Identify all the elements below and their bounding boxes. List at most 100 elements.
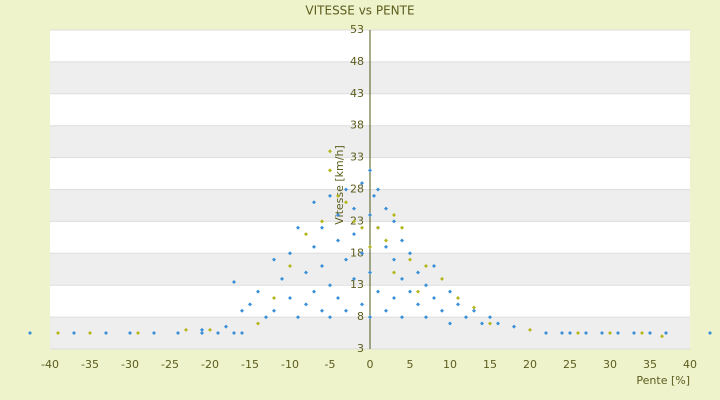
- data-point: [708, 331, 712, 336]
- data-point: [208, 327, 212, 332]
- data-point: [408, 289, 412, 294]
- data-point: [584, 331, 588, 336]
- data-point: [472, 305, 476, 310]
- data-point: [312, 289, 316, 294]
- data-point: [432, 295, 436, 300]
- data-point: [256, 289, 260, 294]
- data-point: [384, 238, 388, 243]
- x-axis-label: Pente [%]: [636, 374, 690, 387]
- data-point: [568, 331, 572, 336]
- data-point: [544, 331, 548, 336]
- data-point: [360, 302, 364, 307]
- data-point: [128, 331, 132, 336]
- data-point: [616, 331, 620, 336]
- data-point: [344, 187, 348, 192]
- x-tick-label: -15: [241, 358, 259, 371]
- data-point: [336, 193, 340, 198]
- x-tick-label: -10: [281, 358, 299, 371]
- data-point: [440, 276, 444, 281]
- y-tick-label: 13: [350, 278, 364, 291]
- data-point: [448, 321, 452, 326]
- data-point: [272, 295, 276, 300]
- data-point: [576, 331, 580, 336]
- y-tick-label: 8: [357, 310, 364, 323]
- data-point: [296, 225, 300, 230]
- data-point: [304, 270, 308, 275]
- data-point: [152, 331, 156, 336]
- data-point: [368, 244, 372, 249]
- x-tick-label: 5: [407, 358, 414, 371]
- data-point: [448, 289, 452, 294]
- data-point: [560, 331, 564, 336]
- data-point: [400, 276, 404, 281]
- data-point: [232, 331, 236, 336]
- y-tick-label: 3: [357, 342, 364, 355]
- chart-title: VITESSE vs PENTE: [305, 4, 414, 18]
- y-tick-label: 28: [350, 183, 364, 196]
- data-point: [368, 315, 372, 320]
- data-point: [408, 251, 412, 256]
- data-point: [480, 321, 484, 326]
- data-point: [424, 315, 428, 320]
- data-point: [320, 219, 324, 224]
- y-tick-label: 48: [350, 55, 364, 68]
- data-point: [464, 315, 468, 320]
- data-point: [28, 331, 32, 336]
- data-point: [328, 315, 332, 320]
- data-point: [352, 206, 356, 211]
- data-point: [280, 276, 284, 281]
- data-point: [472, 308, 476, 313]
- data-point: [176, 331, 180, 336]
- data-point: [184, 327, 188, 332]
- data-point: [72, 331, 76, 336]
- x-tick-label: -30: [121, 358, 139, 371]
- data-point: [328, 283, 332, 288]
- data-point: [240, 331, 244, 336]
- data-point: [304, 302, 308, 307]
- data-point: [272, 257, 276, 262]
- x-tick-label: -40: [41, 358, 59, 371]
- data-point: [496, 321, 500, 326]
- y-axis-label: Vitesse [km/h]: [333, 145, 346, 225]
- data-point: [344, 257, 348, 262]
- data-point: [328, 149, 332, 154]
- y-tick-label: 53: [350, 23, 364, 36]
- x-tick-label: -20: [201, 358, 219, 371]
- y-tick-label: 38: [350, 119, 364, 132]
- data-point: [240, 308, 244, 313]
- y-tick-label: 43: [350, 87, 364, 100]
- data-point: [352, 276, 356, 281]
- x-tick-label: 30: [603, 358, 617, 371]
- data-point: [360, 225, 364, 230]
- data-point: [640, 331, 644, 336]
- data-point: [376, 289, 380, 294]
- data-point: [384, 244, 388, 249]
- data-point: [392, 213, 396, 218]
- data-point: [360, 251, 364, 256]
- x-tick-label: 20: [523, 358, 537, 371]
- data-point: [328, 168, 332, 173]
- data-point: [224, 324, 228, 329]
- data-point: [264, 315, 268, 320]
- data-point: [320, 308, 324, 313]
- y-tick-label: 23: [350, 214, 364, 227]
- data-point: [384, 206, 388, 211]
- data-point: [368, 270, 372, 275]
- data-point: [304, 232, 308, 237]
- x-tick-label: -35: [81, 358, 99, 371]
- data-point: [200, 331, 204, 336]
- data-point: [456, 302, 460, 307]
- data-point: [648, 331, 652, 336]
- data-point: [376, 225, 380, 230]
- data-point: [312, 244, 316, 249]
- y-tick-label: 33: [350, 151, 364, 164]
- data-point: [440, 308, 444, 313]
- data-point: [664, 331, 668, 336]
- data-point: [424, 283, 428, 288]
- data-point: [136, 331, 140, 336]
- data-point: [352, 232, 356, 237]
- data-point: [368, 168, 372, 173]
- data-point: [376, 187, 380, 192]
- data-point: [400, 315, 404, 320]
